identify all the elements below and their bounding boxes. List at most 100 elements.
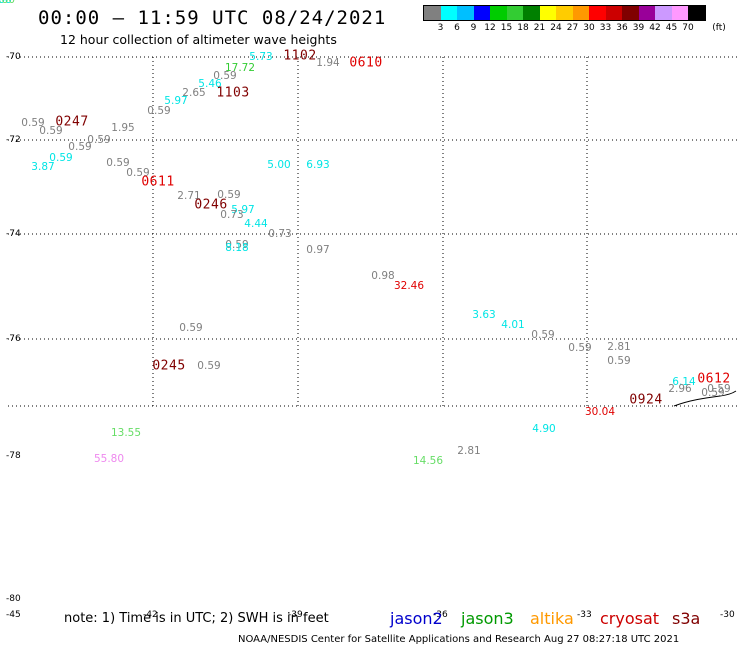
lon-label-36: -36 xyxy=(433,610,448,620)
color-scale-label: 9 xyxy=(470,23,477,33)
time-label: 0246 xyxy=(194,197,228,213)
wave-height-label: 6.93 xyxy=(306,159,330,171)
color-scale-label: 42 xyxy=(649,23,661,33)
wave-height-label: 2.65 xyxy=(182,87,206,99)
wave-height-label: 2.81 xyxy=(457,445,481,457)
time-label: 0612 xyxy=(697,371,731,387)
color-scale-bar xyxy=(423,5,706,21)
wave-height-label: 4.01 xyxy=(501,319,525,331)
color-scale-label: 6 xyxy=(454,23,460,33)
lat-label-76: -76 xyxy=(6,334,21,344)
color-swatch xyxy=(523,6,540,20)
wave-height-label: 0.97 xyxy=(306,244,330,256)
footer-note: note: 1) Time is in UTC; 2) SWH is in fe… xyxy=(64,611,329,626)
color-scale-label: 36 xyxy=(616,23,628,33)
color-swatch xyxy=(622,6,639,20)
coastline-fragment xyxy=(673,390,737,407)
wave-height-label: 14.56 xyxy=(412,455,444,467)
wave-height-label: 0.59 xyxy=(147,105,171,117)
page-subtitle: 12 hour collection of altimeter wave hei… xyxy=(60,32,337,47)
lon-label-33: -33 xyxy=(577,610,592,620)
wave-height-label: 5.46 xyxy=(198,78,222,90)
color-scale-label: 45 xyxy=(665,23,678,33)
wave-height-label: 0.59 xyxy=(607,355,631,367)
color-scale-label: 18 xyxy=(517,23,529,33)
wave-height-label: 1.94 xyxy=(316,57,340,69)
wave-height-label: 0.59 xyxy=(213,70,237,82)
color-swatch xyxy=(473,6,490,20)
color-scale-label: 15 xyxy=(500,23,513,33)
wave-height-label: 4.44 xyxy=(244,218,268,230)
lat-label-74: -74 xyxy=(6,229,21,239)
wave-height-label: 12.80 xyxy=(0,0,16,6)
lat-label-80: -80 xyxy=(6,594,21,604)
color-swatch xyxy=(490,6,507,20)
wave-height-label: 13.55 xyxy=(110,427,142,439)
wave-height-label: 5.00 xyxy=(267,159,291,171)
wave-height-label: 2.71 xyxy=(177,190,201,202)
wave-height-label: 55.80 xyxy=(93,453,125,465)
color-swatch xyxy=(556,6,573,20)
legend-altika: altika xyxy=(530,609,574,628)
color-swatch xyxy=(671,6,688,20)
wave-height-label: 0.59 xyxy=(707,383,731,395)
color-swatch xyxy=(539,6,556,20)
wave-height-label: 0.59 xyxy=(21,117,45,129)
legend-jason3: jason3 xyxy=(461,609,514,628)
wave-height-label: 0.59 xyxy=(49,152,73,164)
wave-height-label: 0.59 xyxy=(197,360,221,372)
time-label: 0245 xyxy=(152,358,186,374)
wave-height-label: 0.59 xyxy=(217,189,241,201)
wave-height-label: 0.59 xyxy=(39,125,63,137)
color-scale-label: 21 xyxy=(533,23,546,33)
color-swatch xyxy=(572,6,589,20)
wave-height-label: 0.59 xyxy=(87,134,111,146)
color-swatch xyxy=(457,6,474,20)
wave-height-label: 8.18 xyxy=(225,242,249,254)
legend-cryosat: cryosat xyxy=(600,609,660,628)
wave-height-label: 3.87 xyxy=(31,161,55,173)
time-label: 0924 xyxy=(629,392,663,408)
wave-height-label: 0.59 xyxy=(179,322,203,334)
color-scale-label: 12 xyxy=(484,23,496,33)
color-scale-label: 27 xyxy=(566,23,579,33)
color-scale-label: 3 xyxy=(437,23,444,33)
wave-height-label: 5.08 xyxy=(0,0,12,6)
wave-height-label: 0.73 xyxy=(220,209,244,221)
color-scale-label: 39 xyxy=(632,23,645,33)
wave-height-label: 30.04 xyxy=(584,406,616,418)
wave-height-label: 2.81 xyxy=(607,341,631,353)
color-scale-unit: (ft) xyxy=(712,23,726,33)
wave-height-label: 0.59 xyxy=(126,167,150,179)
wave-height-label: 0.98 xyxy=(371,270,395,282)
wave-height-label: 6.14 xyxy=(672,376,696,388)
wave-height-label: 0.59 xyxy=(68,141,92,153)
wave-height-label: 0.59 xyxy=(225,239,249,251)
lon-label-42: -42 xyxy=(143,610,158,620)
color-swatch xyxy=(440,6,457,20)
color-swatch xyxy=(506,6,523,20)
lat-label-78: -78 xyxy=(6,451,21,461)
wave-height-label: 1.95 xyxy=(111,122,135,134)
wave-height-label: 5.97 xyxy=(164,95,188,107)
wave-height-label: 4.90 xyxy=(532,423,556,435)
lat-label-72: -72 xyxy=(6,135,21,145)
page-title: 00:00 – 11:59 UTC 08/24/2021 xyxy=(38,7,387,29)
color-swatch xyxy=(655,6,672,20)
color-swatch xyxy=(589,6,606,20)
color-swatch xyxy=(688,6,705,20)
color-swatch xyxy=(424,6,441,20)
legend-s3a: s3a xyxy=(672,609,701,628)
lon-label-30: -30 xyxy=(720,610,735,620)
color-scale-label: 24 xyxy=(550,23,562,33)
graticule xyxy=(8,56,740,407)
wave-height-label: 0.59 xyxy=(568,342,592,354)
color-scale-label: 33 xyxy=(599,23,612,33)
wave-height-label: 0.73 xyxy=(268,228,292,240)
wave-height-label: 5.97 xyxy=(231,204,255,216)
wave-height-label: 5.73 xyxy=(249,51,273,63)
wave-height-label: 0.59 xyxy=(531,329,555,341)
wave-height-label: 3.63 xyxy=(472,309,496,321)
wave-height-label: 32.46 xyxy=(393,280,425,292)
